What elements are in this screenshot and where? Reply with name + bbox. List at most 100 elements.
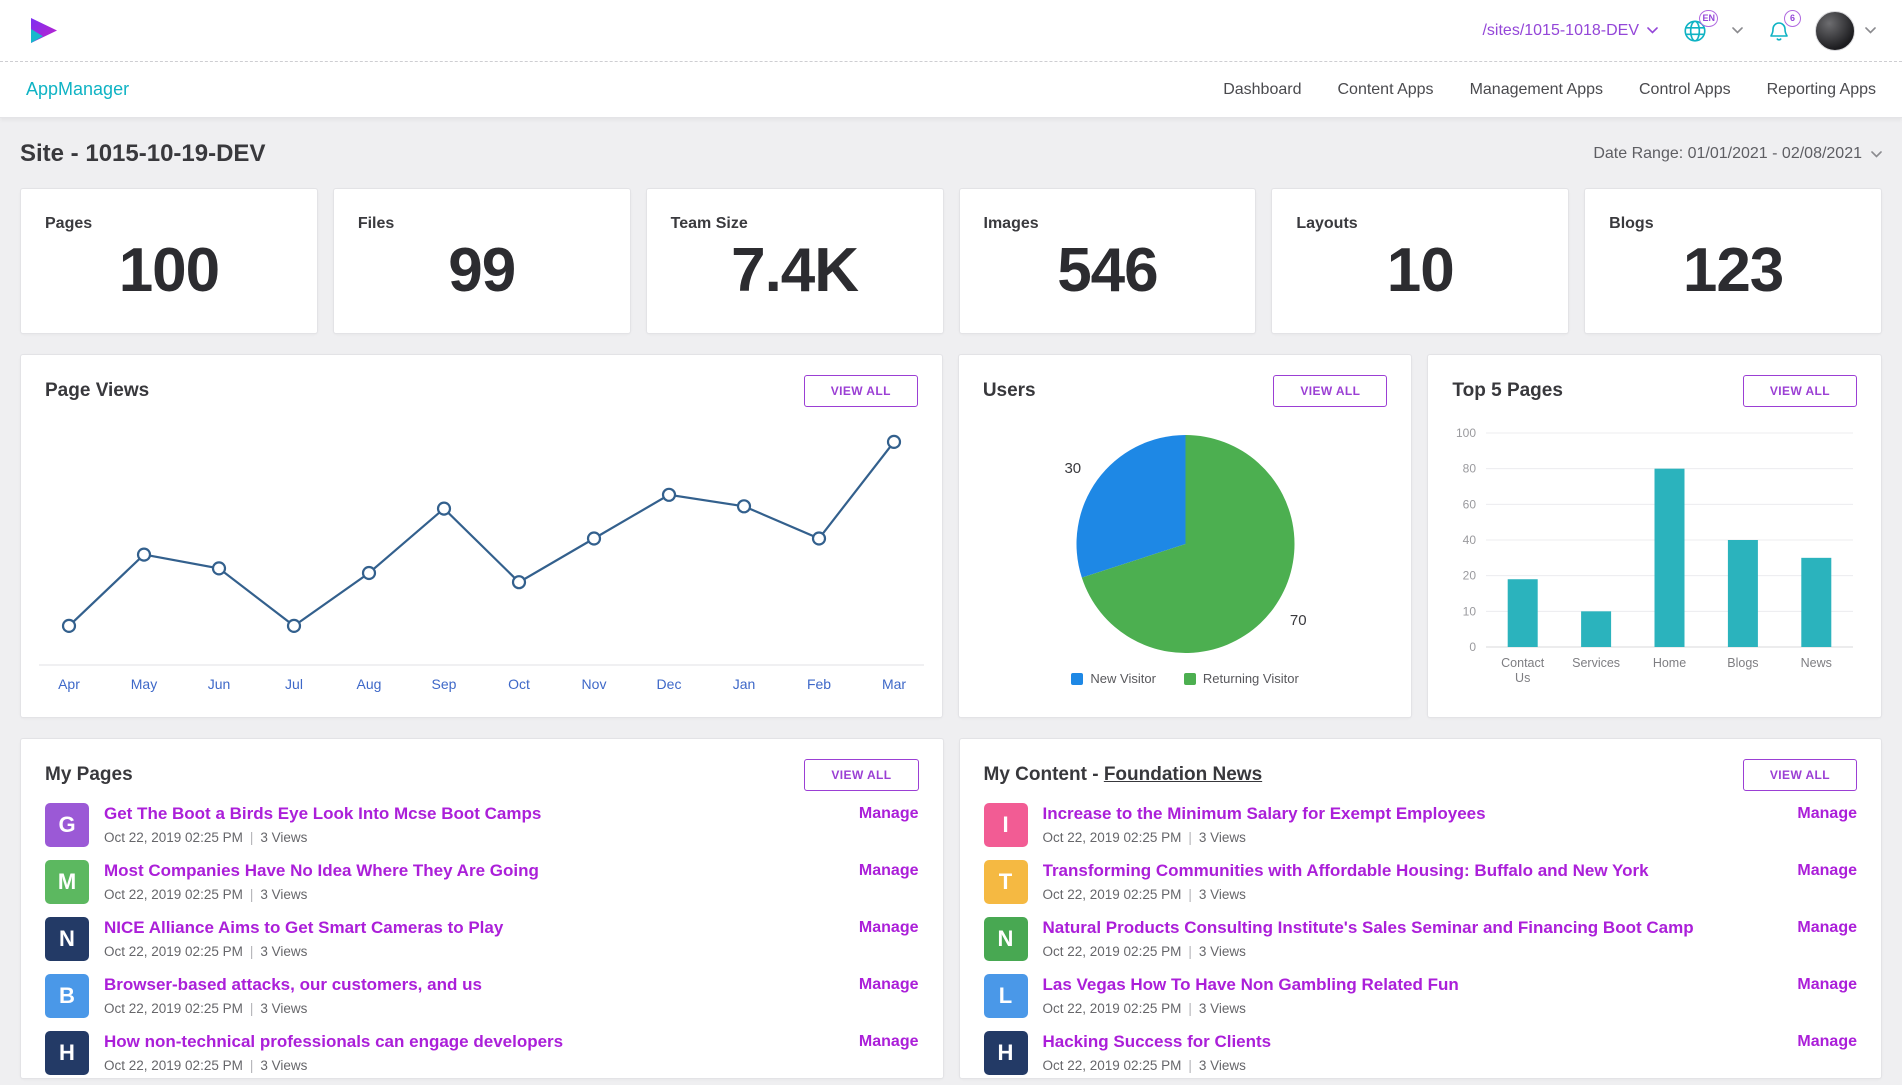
item-date: Oct 22, 2019 02:25 PM [1042, 1001, 1182, 1016]
stat-card-files: Files 99 [332, 188, 631, 334]
site-selector[interactable]: /sites/1015-1018-DEV [1482, 22, 1658, 40]
meta-separator: | [1188, 1001, 1192, 1016]
nav-link-dashboard[interactable]: Dashboard [1223, 80, 1302, 98]
item-letter-avatar: I [983, 803, 1028, 847]
item-title-link[interactable]: NICE Alliance Aims to Get Smart Cameras … [104, 918, 504, 937]
svg-text:20: 20 [1463, 569, 1477, 583]
user-menu[interactable] [1815, 10, 1876, 51]
item-title-link[interactable]: Natural Products Consulting Institute's … [1042, 918, 1694, 937]
item-views: 3 Views [260, 1001, 308, 1016]
svg-text:Home: Home [1653, 656, 1686, 670]
list-item: M Most Companies Have No Idea Where They … [45, 860, 919, 904]
item-body: Browser-based attacks, our customers, an… [104, 974, 843, 1016]
page-views-line-chart: Apr May Jun Jul Aug Sep Oct Nov Dec Jan Feb Mar [39, 417, 924, 701]
meta-separator: | [249, 887, 254, 902]
manage-link[interactable]: Manage [1797, 862, 1857, 879]
stats-row: Pages 100 Files 99 Team Size 7.4K Images 546 Lay… [0, 188, 1902, 334]
avatar [1815, 10, 1855, 51]
item-body: Increase to the Minimum Salary for Exemp… [1043, 803, 1782, 845]
svg-text:Feb: Feb [807, 676, 831, 692]
stat-value: 100 [118, 236, 220, 305]
page-header: Site - 1015-10-19-DEV Date Range: 01/01/… [0, 118, 1902, 188]
stat-card-team-size: Team Size 7.4K [645, 188, 944, 334]
item-title-link[interactable]: Las Vegas How To Have Non Gambling Relat… [1042, 975, 1459, 994]
manage-link[interactable]: Manage [858, 805, 919, 822]
item-title-link[interactable]: Transforming Communities with Affordable… [1042, 861, 1649, 880]
item-body: Las Vegas How To Have Non Gambling Relat… [1043, 974, 1782, 1016]
item-views: 3 Views [1198, 830, 1246, 845]
view-all-button[interactable]: VIEW ALL [1742, 375, 1857, 407]
date-range-selector[interactable]: Date Range: 01/01/2021 - 02/08/2021 [1593, 145, 1882, 163]
svg-text:Services: Services [1573, 656, 1621, 670]
svg-text:Oct: Oct [508, 676, 530, 692]
meta-separator: | [249, 1001, 254, 1016]
svg-text:Mar: Mar [882, 676, 906, 692]
meta-separator: | [1188, 887, 1192, 902]
svg-text:Apr: Apr [58, 676, 80, 692]
nav-link-content-apps[interactable]: Content Apps [1337, 80, 1434, 98]
item-title-link[interactable]: Browser-based attacks, our customers, an… [104, 975, 482, 994]
app-logo[interactable] [26, 16, 60, 46]
manage-link[interactable]: Manage [858, 976, 919, 993]
item-title-link[interactable]: Hacking Success for Clients [1042, 1032, 1272, 1051]
item-date: Oct 22, 2019 02:25 PM [104, 944, 243, 959]
nav-link-management-apps[interactable]: Management Apps [1469, 80, 1603, 98]
meta-separator: | [1188, 944, 1192, 959]
view-all-button[interactable]: VIEW ALL [803, 375, 918, 407]
manage-link[interactable]: Manage [858, 919, 919, 936]
item-views: 3 Views [260, 887, 308, 902]
svg-text:40: 40 [1463, 533, 1477, 547]
manage-link[interactable]: Manage [1797, 805, 1857, 822]
item-title-link[interactable]: Most Companies Have No Idea Where They A… [104, 861, 539, 880]
users-pie-chart: 30 70 [975, 415, 1396, 665]
item-title-link[interactable]: Increase to the Minimum Salary for Exemp… [1042, 804, 1486, 823]
list-item: G Get The Boot a Birds Eye Look Into Mcse… [45, 803, 919, 847]
meta-separator: | [249, 1058, 254, 1073]
manage-link[interactable]: Manage [1797, 1033, 1857, 1050]
notifications-button[interactable]: 6 [1767, 9, 1801, 44]
item-title-link[interactable]: Get The Boot a Birds Eye Look Into Mcse … [104, 804, 542, 823]
nav-link-control-apps[interactable]: Control Apps [1638, 80, 1731, 98]
item-letter-avatar: M [45, 860, 89, 904]
manage-link[interactable]: Manage [858, 862, 919, 879]
item-letter-avatar: H [983, 1031, 1028, 1075]
topbar-actions: /sites/1015-1018-DEV EN 6 [1482, 9, 1876, 51]
item-letter-avatar: N [45, 917, 89, 961]
list-item: N Natural Products Consulting Institute's… [983, 917, 1857, 961]
svg-text:80: 80 [1463, 462, 1477, 476]
view-all-button[interactable]: VIEW ALL [804, 759, 919, 791]
manage-link[interactable]: Manage [1797, 919, 1857, 936]
item-date: Oct 22, 2019 02:25 PM [104, 1001, 243, 1016]
item-meta: Oct 22, 2019 02:25 PM | 3 Views [1043, 887, 1782, 902]
svg-text:May: May [131, 676, 157, 692]
view-all-button[interactable]: VIEW ALL [1273, 375, 1388, 407]
svg-text:Jun: Jun [208, 676, 231, 692]
svg-text:Jan: Jan [733, 676, 756, 692]
manage-link[interactable]: Manage [1797, 976, 1857, 993]
topbar: /sites/1015-1018-DEV EN 6 [0, 0, 1902, 62]
meta-separator: | [1188, 830, 1192, 845]
item-views: 3 Views [260, 1058, 308, 1073]
language-button[interactable]: EN [1682, 9, 1718, 44]
item-body: Get The Boot a Birds Eye Look Into Mcse … [104, 803, 843, 845]
top-pages-bar-chart: 0 10 20 40 60 80 100 Contact Us Services Home Blogs… [1442, 417, 1867, 699]
nav-link-reporting-apps[interactable]: Reporting Apps [1766, 80, 1876, 98]
legend-item: New Visitor [1071, 671, 1156, 686]
svg-text:Nov: Nov [582, 676, 607, 692]
item-title-link[interactable]: How non-technical professionals can enga… [104, 1032, 564, 1051]
item-meta: Oct 22, 2019 02:25 PM | 3 Views [1043, 1001, 1782, 1016]
chevron-down-icon [1871, 150, 1882, 158]
view-all-button[interactable]: VIEW ALL [1742, 759, 1857, 791]
stat-value: 7.4K [731, 236, 859, 305]
stat-card-pages: Pages 100 [20, 188, 318, 334]
legend-label: New Visitor [1090, 671, 1156, 686]
chevron-down-icon[interactable] [1732, 27, 1743, 34]
foundation-news-link[interactable]: Foundation News [1103, 764, 1263, 785]
stat-label: Layouts [1296, 215, 1358, 232]
manage-link[interactable]: Manage [858, 1033, 919, 1050]
meta-separator: | [249, 830, 254, 845]
svg-text:Jul: Jul [285, 676, 303, 692]
item-body: Transforming Communities with Affordable… [1043, 860, 1782, 902]
